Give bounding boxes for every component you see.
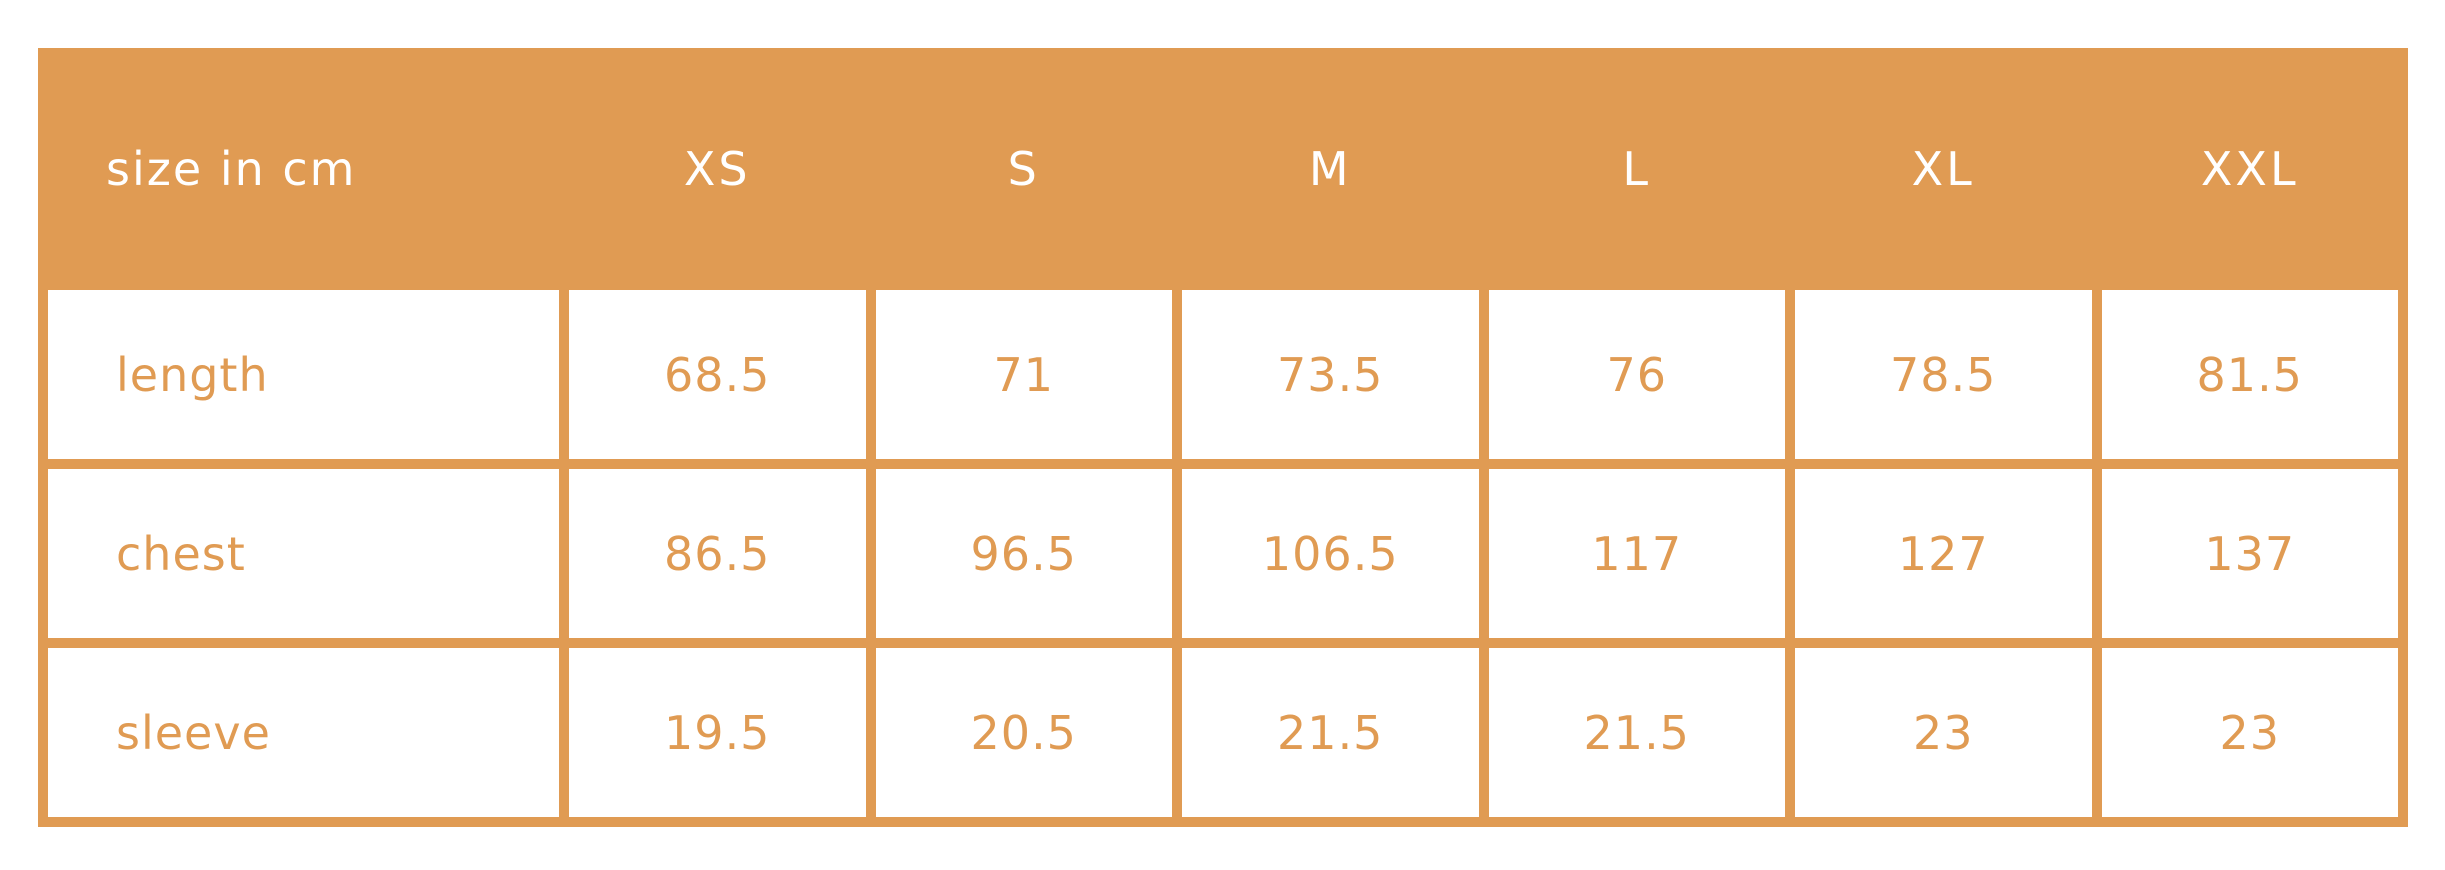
table-cell: 117 [1488,469,1785,638]
table-cell: 78.5 [1795,290,2092,459]
size-header-s: S [875,58,1172,280]
table-cell: 20.5 [875,648,1172,817]
table-cell: 106.5 [1182,469,1479,638]
header-row: size in cm XS S M L XL XXL [48,58,2398,280]
table-cell: 21.5 [1488,648,1785,817]
table-cell: 73.5 [1182,290,1479,459]
size-header-xxl: XXL [2101,58,2398,280]
table-cell: 23 [2101,648,2398,817]
table-cell: 137 [2101,469,2398,638]
table-cell: 71 [875,290,1172,459]
table-cell: 21.5 [1182,648,1479,817]
table-cell: 68.5 [569,290,866,459]
corner-label: size in cm [48,58,559,280]
table-cell: 86.5 [569,469,866,638]
size-chart: size in cm XS S M L XL XXL length 68.5 7… [38,48,2408,827]
size-header-xs: XS [569,58,866,280]
table-row-chest: chest 86.5 96.5 106.5 117 127 137 [48,469,2398,638]
row-label-chest: chest [48,469,559,638]
table-cell: 81.5 [2101,290,2398,459]
table-row-length: length 68.5 71 73.5 76 78.5 81.5 [48,290,2398,459]
row-label-sleeve: sleeve [48,648,559,817]
table-cell: 23 [1795,648,2092,817]
table-cell: 76 [1488,290,1785,459]
table-cell: 19.5 [569,648,866,817]
table-row-sleeve: sleeve 19.5 20.5 21.5 21.5 23 23 [48,648,2398,817]
size-table: size in cm XS S M L XL XXL length 68.5 7… [38,48,2408,827]
table-cell: 96.5 [875,469,1172,638]
row-label-length: length [48,290,559,459]
table-cell: 127 [1795,469,2092,638]
size-header-m: M [1182,58,1479,280]
size-header-l: L [1488,58,1785,280]
size-header-xl: XL [1795,58,2092,280]
